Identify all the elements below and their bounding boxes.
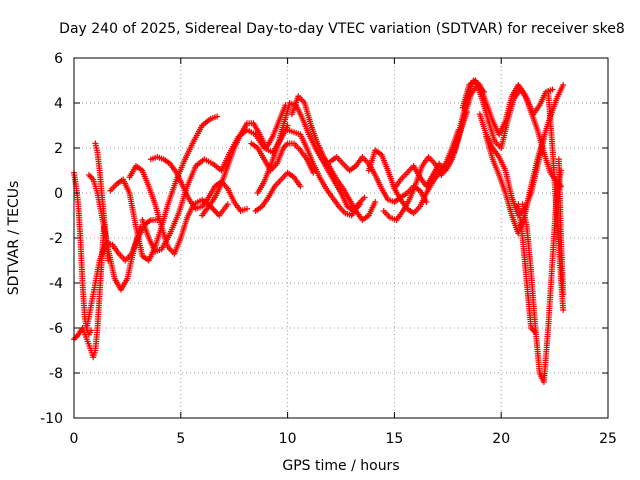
x-tick-label: 10 <box>279 431 297 447</box>
series-arc-15 <box>252 169 304 214</box>
x-tick-label: 20 <box>492 431 510 447</box>
series-arc-4 <box>85 172 144 293</box>
data-point-marker <box>560 291 567 298</box>
data-point-marker <box>372 199 379 205</box>
series-arc-21 <box>459 77 556 151</box>
data-point-marker <box>244 205 251 212</box>
series-arc-5 <box>92 140 112 264</box>
data-point-marker <box>297 183 304 190</box>
y-tick-label: -10 <box>40 411 63 427</box>
y-axis-ticks: -10 -8 -6 -4 -2 0 2 4 6 <box>40 51 608 427</box>
y-tick-label: -8 <box>49 366 63 382</box>
data-point-marker <box>310 169 317 176</box>
y-tick-label: 2 <box>54 141 63 157</box>
series-arc-14 <box>288 93 379 223</box>
chart-title: Day 240 of 2025, Sidereal Day-to-day VTE… <box>59 21 625 37</box>
x-tick-label: 15 <box>385 431 403 447</box>
series-arc-8 <box>147 154 251 214</box>
series-arc-10 <box>199 102 289 219</box>
data-point-marker <box>214 113 221 120</box>
y-tick-label: 6 <box>54 51 63 67</box>
series-arc-12 <box>254 100 364 214</box>
series-arc-11 <box>248 140 317 176</box>
data-point-marker <box>532 329 539 336</box>
y-tick-label: 4 <box>54 96 63 112</box>
data-point-marker <box>540 136 547 142</box>
data-point-marker <box>361 194 368 201</box>
x-tick-label: 25 <box>599 431 617 447</box>
grid-lines <box>74 58 608 418</box>
y-tick-label: -4 <box>49 276 63 292</box>
series-arc-25 <box>515 201 539 336</box>
x-tick-label: 0 <box>70 431 79 447</box>
x-axis-ticks: 0 5 10 15 20 25 <box>70 58 617 447</box>
y-tick-label: -2 <box>49 231 63 247</box>
y-tick-label: 0 <box>54 186 63 202</box>
data-point-marker <box>560 307 567 313</box>
series-arc-6 <box>107 113 221 264</box>
y-axis-label: SDTVAR / TECUs <box>6 181 22 296</box>
data-point-marker <box>549 86 556 93</box>
series-arc-27 <box>555 156 567 298</box>
y-tick-label: -6 <box>49 321 63 337</box>
data-points <box>71 77 567 385</box>
data-point-marker <box>88 327 95 334</box>
x-tick-label: 5 <box>176 431 185 447</box>
data-point-marker <box>224 201 231 208</box>
series-arc-2 <box>71 223 107 361</box>
series-arc-23 <box>476 111 547 219</box>
data-point-marker <box>560 82 567 88</box>
data-point-marker <box>423 199 430 205</box>
data-point-marker <box>105 257 112 264</box>
x-axis-label: GPS time / hours <box>282 458 399 474</box>
